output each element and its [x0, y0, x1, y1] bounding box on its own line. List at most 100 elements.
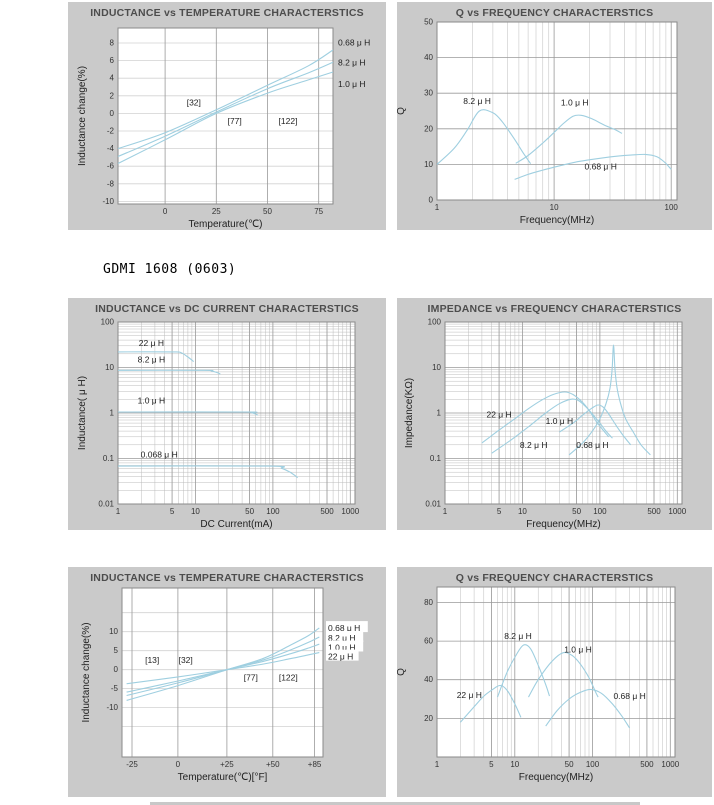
q-vs-frequency-chart-2: 1 5 10 50 100 500 1000 20 40 60 80 Frequency(MHz) Q 2… [397, 586, 680, 783]
svg-text:[32]: [32] [187, 97, 201, 107]
svg-text:1: 1 [116, 507, 121, 516]
svg-text:500: 500 [647, 507, 661, 516]
svg-text:22 μ H: 22 μ H [486, 409, 511, 419]
svg-text:-10: -10 [102, 197, 114, 206]
q-vs-frequency-chart-1: 1 10 100 0 10 20 30 40 50 Frequency(MHz) Q 8.2 μ H 1… [397, 18, 679, 227]
svg-text:0.01: 0.01 [425, 500, 441, 509]
svg-text:5: 5 [497, 507, 502, 516]
svg-text:[77]: [77] [228, 116, 242, 126]
svg-text:0.68 μ H: 0.68 μ H [338, 38, 370, 48]
svg-text:8.2 μ H: 8.2 μ H [138, 354, 166, 364]
impedance-vs-frequency-chart: 1 5 10 50 100 500 1000 100 10 1 0.1 0.01 Frequency(M… [404, 318, 687, 531]
svg-text:100: 100 [665, 203, 679, 212]
svg-text:8.2 μ H: 8.2 μ H [504, 631, 532, 641]
svg-text:8.2 μ H: 8.2 μ H [338, 58, 366, 68]
svg-text:50: 50 [572, 507, 581, 516]
inductance-vs-temperature-chart-2: -25 0 +25 +50 +85 10 5 0 -5 -10 Temperature(℃)[°F]… [81, 587, 368, 783]
inductance-vs-dc-current-chart: 1 5 10 50 100 500 1000 100 10 1 0.1 0.01 DC Current(… [77, 318, 360, 531]
svg-text:0.01: 0.01 [98, 500, 114, 509]
svg-text:50: 50 [245, 507, 254, 516]
svg-text:1: 1 [110, 409, 115, 418]
svg-text:Frequency(MHz): Frequency(MHz) [519, 772, 593, 783]
svg-text:Impedance(KΩ): Impedance(KΩ) [404, 378, 415, 448]
svg-text:1000: 1000 [341, 507, 359, 516]
svg-text:22 μ H: 22 μ H [139, 338, 164, 348]
chart-title: INDUCTANCE vs TEMPERATURE CHARACTERSTICS [90, 7, 364, 19]
svg-text:-10: -10 [106, 703, 118, 712]
svg-text:10: 10 [424, 160, 433, 169]
svg-text:0.68 μ H: 0.68 μ H [585, 161, 617, 171]
svg-text:1.0 μ H: 1.0 μ H [138, 396, 166, 406]
svg-text:20: 20 [424, 714, 433, 723]
chart-title: Q vs FREQUENCY CHARACTERSTICS [455, 572, 654, 584]
svg-text:Inductance change(%): Inductance change(%) [81, 622, 92, 722]
svg-text:8: 8 [110, 39, 115, 48]
svg-text:Inductance change(%): Inductance change(%) [77, 66, 88, 166]
svg-text:5: 5 [114, 646, 119, 655]
svg-text:8.2 μ H: 8.2 μ H [328, 633, 356, 643]
svg-text:0: 0 [429, 196, 434, 205]
chart-panel-q-vs-frequency-2: Q vs FREQUENCY CHARACTERSTICS 1 5 10 50 100 5… [397, 567, 712, 797]
svg-text:-5: -5 [111, 684, 119, 693]
svg-text:1: 1 [437, 409, 442, 418]
svg-text:-6: -6 [107, 162, 115, 171]
svg-text:50: 50 [424, 18, 433, 27]
svg-text:8.2 μ H: 8.2 μ H [463, 96, 491, 106]
svg-text:500: 500 [640, 760, 654, 769]
svg-text:[32]: [32] [179, 655, 193, 665]
chart-panel-impedance-vs-frequency: IMPEDANCE vs FREQUENCY CHARACTERSTICS 1 5… [397, 298, 712, 530]
svg-text:Q: Q [397, 668, 407, 676]
svg-text:10: 10 [432, 363, 441, 372]
svg-text:0.068 μ H: 0.068 μ H [141, 450, 178, 460]
inductance-vs-temperature-chart-1: 0 25 50 75 8 6 4 2 0 -2 -4 -6 -8 -10 Temperature(℃) Ind… [77, 27, 370, 230]
svg-text:1: 1 [435, 203, 440, 212]
svg-text:5: 5 [489, 760, 494, 769]
svg-text:80: 80 [424, 598, 433, 607]
svg-text:40: 40 [424, 675, 433, 684]
svg-text:Temperature(℃): Temperature(℃) [188, 219, 262, 230]
svg-text:40: 40 [424, 53, 433, 62]
svg-text:30: 30 [424, 89, 433, 98]
svg-text:4: 4 [110, 74, 115, 83]
svg-text:25: 25 [212, 207, 221, 216]
svg-text:-4: -4 [107, 144, 115, 153]
svg-text:Temperature(℃)[°F]: Temperature(℃)[°F] [178, 772, 268, 783]
part-number-label: GDMI 1608 (0603) [103, 262, 237, 277]
svg-text:22 μ H: 22 μ H [328, 652, 353, 662]
svg-text:Frequency(MHz): Frequency(MHz) [520, 215, 594, 226]
svg-text:10: 10 [550, 203, 559, 212]
svg-text:100: 100 [586, 760, 600, 769]
svg-text:8.2 μ H: 8.2 μ H [520, 440, 548, 450]
svg-text:60: 60 [424, 637, 433, 646]
svg-text:2: 2 [110, 91, 115, 100]
svg-text:75: 75 [314, 207, 323, 216]
svg-text:1000: 1000 [668, 507, 686, 516]
svg-text:0: 0 [114, 665, 119, 674]
svg-text:+25: +25 [220, 760, 234, 769]
svg-text:0.68 μ H: 0.68 μ H [613, 691, 645, 701]
svg-text:[77]: [77] [244, 672, 258, 682]
svg-text:10: 10 [105, 363, 114, 372]
svg-text:10: 10 [510, 760, 519, 769]
svg-text:50: 50 [565, 760, 574, 769]
chart-panel-q-vs-frequency-1: Q vs FREQUENCY CHARACTERSTICS 1 10 100 0 10 2… [397, 2, 712, 230]
svg-text:-25: -25 [126, 760, 138, 769]
next-section-edge [150, 802, 640, 805]
svg-text:0: 0 [163, 207, 168, 216]
svg-text:0: 0 [110, 109, 115, 118]
svg-text:Q: Q [397, 107, 407, 115]
svg-text:50: 50 [263, 207, 272, 216]
svg-text:-8: -8 [107, 179, 115, 188]
chart-title: INDUCTANCE vs DC CURRENT CHARACTERSTICS [95, 303, 359, 315]
chart-title: INDUCTANCE vs TEMPERATURE CHARACTERSTICS [90, 572, 364, 584]
chart-panel-inductance-vs-dc-current: INDUCTANCE vs DC CURRENT CHARACTERSTICS … [68, 298, 386, 530]
svg-text:[13]: [13] [145, 655, 159, 665]
svg-text:0.68 μ H: 0.68 μ H [576, 440, 608, 450]
svg-text:500: 500 [320, 507, 334, 516]
chart-panel-inductance-vs-temperature-2: INDUCTANCE vs TEMPERATURE CHARACTERSTICS… [68, 567, 386, 797]
svg-text:10: 10 [109, 627, 118, 636]
svg-text:100: 100 [266, 507, 280, 516]
svg-text:0.1: 0.1 [103, 454, 115, 463]
svg-text:100: 100 [428, 318, 442, 327]
